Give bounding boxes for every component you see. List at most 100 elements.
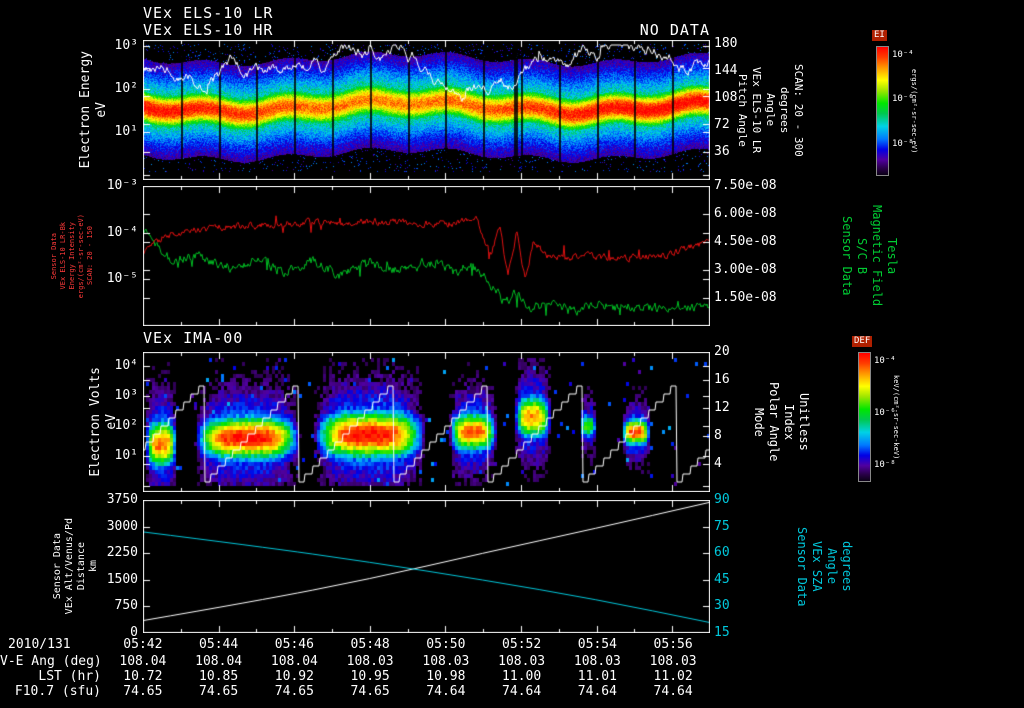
- axis-label-line: Sensor Data: [840, 216, 854, 296]
- axis-label-line: VEx SZA: [810, 541, 824, 592]
- p4-rtick: 60: [714, 545, 730, 560]
- colorbar2-label: DEF: [852, 336, 873, 347]
- value-cell: 108.03: [649, 654, 697, 669]
- p4-ytick: 0: [130, 625, 138, 640]
- value-cell: 05:44: [199, 637, 239, 652]
- axis-label-line: Mode: [752, 407, 766, 437]
- value-cell: 05:54: [577, 637, 617, 652]
- colorbar1-tick: 10⁻⁸: [892, 139, 914, 149]
- p1-ytick: 10²: [114, 81, 138, 96]
- value-cell: 10.95: [350, 669, 390, 684]
- value-cell: 74.64: [502, 684, 542, 699]
- colorbar1-tick: 10⁻⁴: [892, 50, 914, 60]
- p4-ytick: 750: [114, 598, 138, 613]
- p2-rtick: 6.00e-08: [714, 206, 777, 221]
- panel1-canvas: [143, 40, 710, 180]
- p2-ytick: 10⁻⁵: [106, 271, 138, 286]
- p2-rtick: 4.50e-08: [714, 234, 777, 249]
- axis-label-line: ergs/(cm²-sr-sec-eV): [77, 213, 85, 299]
- value-cell: 05:48: [350, 637, 390, 652]
- p1-rtick: 144: [714, 63, 738, 78]
- axis-label-line: km: [88, 560, 99, 573]
- value-cell: 05:50: [426, 637, 466, 652]
- axis-label-line: eV: [104, 414, 119, 430]
- p3-ytick: 10²: [114, 418, 138, 433]
- axis-label-line: Pitch Angle: [736, 73, 749, 147]
- p1-rtick: 72: [714, 117, 730, 132]
- axis-label-line: Magnetic Field: [870, 205, 884, 307]
- date-label: 2010/131: [8, 637, 71, 652]
- p2-ytick: 10⁻⁴: [106, 225, 138, 240]
- p3-rtick: 8: [714, 428, 722, 443]
- value-cell: 74.65: [274, 684, 314, 699]
- axis-label-line: Tesla: [885, 237, 899, 275]
- panel2-left-axis-label: Sensor Data VEx ELS-10 LR-Bk Energy Inte…: [50, 186, 94, 326]
- panel1-right-axis-label: Pitch Angle VEx ELS-10 LR Angle degrees …: [736, 40, 805, 180]
- axis-label-line: Unitless: [797, 393, 811, 451]
- value-cell: 74.64: [426, 684, 466, 699]
- value-cell: 108.03: [346, 654, 394, 669]
- p4-ytick: 3750: [106, 492, 138, 507]
- axis-label-line: Electron Volts: [88, 367, 103, 477]
- value-cell: 10.98: [426, 669, 466, 684]
- axis-label-line: Sensor Data: [50, 232, 58, 280]
- p3-ytick: 10¹: [114, 448, 138, 463]
- panel1-title-lr: VEx ELS-10 LR: [143, 4, 274, 22]
- p4-rtick: 90: [714, 492, 730, 507]
- axis-label-line: Sensor Data: [795, 526, 809, 607]
- no-data-label: NO DATA: [639, 21, 710, 39]
- axis-label-line: VEx ELS-10 LR-Bk: [59, 222, 67, 290]
- panel4-right-axis-label: Sensor Data VEx SZA Angle degrees: [795, 500, 854, 633]
- row-label-f107: F10.7 (sfu): [14, 684, 101, 699]
- axis-label-line: SCAN: 20 - 150: [86, 226, 94, 286]
- panel2-right-axis-label: Sensor Data S/C B Magnetic Field Tesla: [840, 186, 899, 326]
- p2-rtick: 3.00e-08: [714, 262, 777, 277]
- colorbar2-tick: 10⁻⁸: [874, 460, 896, 470]
- row-1-cells: 10.72 10.85 10.92 10.95 10.98 11.00 11.01 11.02: [105, 670, 711, 684]
- axis-label-line: Distance: [76, 542, 87, 591]
- p3-ytick: 10⁴: [114, 358, 138, 373]
- row-0-cells: 108.04 108.04 108.04 108.03 108.03 108.03 108.…: [105, 655, 711, 669]
- p3-rtick: 12: [714, 400, 730, 415]
- p1-rtick: 108: [714, 90, 738, 105]
- p4-rtick: 30: [714, 598, 730, 613]
- axis-label-line: VEx Alt/Venus/Pd: [64, 518, 75, 615]
- panel3-title: VEx IMA-00: [143, 329, 244, 347]
- value-cell: 74.64: [653, 684, 693, 699]
- p1-rtick: 180: [714, 36, 738, 51]
- panel2-canvas: [143, 186, 710, 326]
- value-cell: 108.03: [422, 654, 470, 669]
- axis-label-line: S/C B: [855, 237, 869, 275]
- p1-ytick: 10¹: [114, 124, 138, 139]
- axis-label-line: degrees: [778, 86, 791, 134]
- panel1-title-hr: VEx ELS-10 HR: [143, 21, 274, 39]
- colorbar2: [858, 352, 871, 482]
- value-cell: 11.00: [502, 669, 542, 684]
- row-label-ve-ang: V-E Ang (deg): [0, 654, 102, 669]
- value-cell: 108.03: [573, 654, 621, 669]
- colorbar1-unit: ergs/(cm²-sr-sec-eV): [910, 46, 918, 176]
- value-cell: 74.65: [350, 684, 390, 699]
- p3-ytick: 10³: [114, 388, 138, 403]
- p4-ytick: 3000: [106, 519, 138, 534]
- p4-ytick: 2250: [106, 545, 138, 560]
- panel3-right-axis-label: Mode Polar Angle Index Unitless: [752, 352, 811, 492]
- value-cell: 10.92: [274, 669, 314, 684]
- p2-ytick: 10⁻³: [106, 178, 138, 193]
- p4-ytick: 1500: [106, 572, 138, 587]
- panel3-canvas: [143, 352, 710, 492]
- colorbar2-tick: 10⁻⁶: [874, 408, 896, 418]
- panel1-left-axis-label: Electron Energy eV: [78, 40, 109, 180]
- p4-rtick: 15: [714, 625, 730, 640]
- axis-label-line: Angle: [825, 548, 839, 585]
- p3-rtick: 16: [714, 372, 730, 387]
- row-2-cells: 74.65 74.65 74.65 74.65 74.64 74.64 74.64 74.64: [105, 685, 711, 699]
- value-cell: 108.04: [195, 654, 243, 669]
- value-cell: 74.65: [123, 684, 163, 699]
- value-cell: 05:42: [123, 637, 163, 652]
- colorbar2-tick: 10⁻⁴: [874, 356, 896, 366]
- axis-label-line: degrees: [840, 541, 854, 592]
- p3-rtick: 20: [714, 344, 730, 359]
- value-cell: 11.02: [653, 669, 693, 684]
- p1-ytick: 10³: [114, 38, 138, 53]
